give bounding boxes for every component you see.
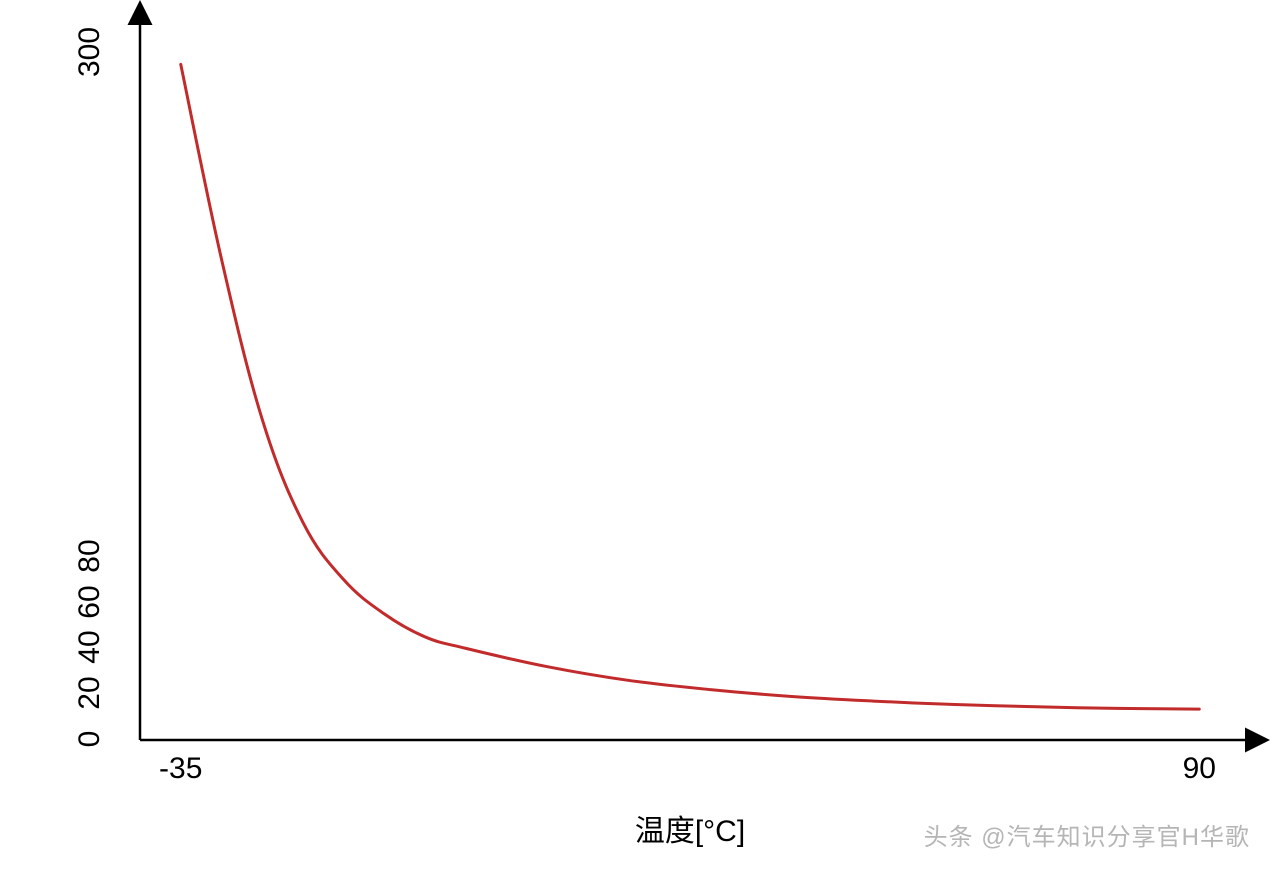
x-axis-label: 温度[°C] [590, 806, 790, 850]
data-curve [181, 64, 1200, 709]
x-tick-label: 90 [1159, 752, 1239, 786]
y-tick-label: 80 [73, 526, 107, 586]
y-tick-label: 300 [73, 22, 107, 82]
x-tick-label: -35 [141, 752, 221, 786]
chart-svg [0, 0, 1280, 872]
line-chart: 020406080300-3590温度[°C]头条 @汽车知识分享官H华歌 [0, 0, 1280, 872]
watermark-text: 头条 @汽车知识分享官H华歌 [924, 817, 1250, 852]
